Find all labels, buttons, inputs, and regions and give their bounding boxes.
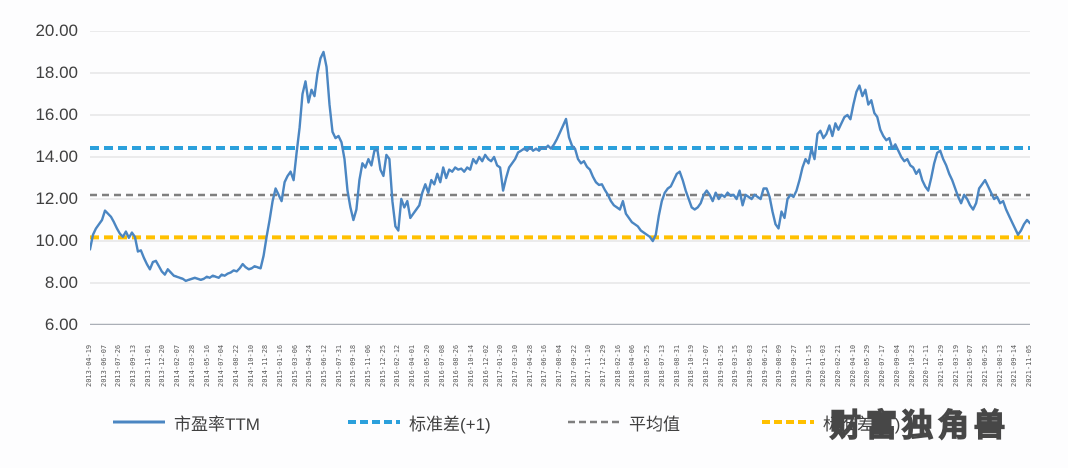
x-tick-label: 2020-01-03 [819, 344, 828, 387]
legend-item-std-minus-1: 标准差(-1) [762, 408, 900, 436]
x-tick-label: 2020-02-21 [834, 344, 843, 387]
x-tick-label: 2021-05-07 [966, 344, 975, 387]
x-tick-label: 2018-12-07 [701, 344, 710, 387]
x-tick-label: 2017-12-29 [599, 344, 608, 387]
dashed-line-swatch-icon [568, 420, 620, 424]
x-tick-label: 2020-07-17 [878, 344, 887, 387]
x-tick-label: 2015-12-25 [378, 344, 387, 387]
x-tick-label: 2015-06-12 [320, 344, 328, 387]
legend-label-std-plus-1: 标准差(+1) [409, 414, 491, 434]
x-tick-label: 2019-09-27 [790, 344, 798, 387]
x-tick-label: 2014-08-22 [231, 344, 240, 387]
x-tick-label: 2013-04-19 [85, 344, 93, 387]
y-tick-label: 18.00 [35, 63, 78, 82]
x-tick-label: 2018-10-19 [687, 344, 696, 387]
y-tick-label: 8.00 [44, 273, 78, 292]
x-tick-label: 2021-06-25 [980, 344, 989, 387]
y-tick-label: 20.00 [35, 21, 78, 40]
x-tick-label: 2015-07-31 [334, 344, 343, 387]
legend-item-mean: 平均值 [568, 408, 680, 436]
dashed-line-swatch-icon [762, 420, 814, 424]
y-tick-label: 10.00 [35, 231, 78, 250]
x-tick-label: 2018-08-31 [672, 344, 681, 387]
x-tick-label: 2019-05-03 [745, 344, 754, 387]
x-tick-label: 2016-02-12 [393, 344, 402, 387]
x-tick-label: 2014-03-28 [187, 344, 196, 387]
x-tick-label: 2020-12-11 [922, 344, 931, 387]
x-tick-label: 2015-11-06 [364, 344, 373, 387]
x-tick-label: 2019-06-21 [760, 344, 769, 387]
x-tick-label: 2016-12-02 [481, 344, 490, 387]
legend-label-pe-ttm: 市盈率TTM [174, 414, 260, 434]
x-tick-label: 2020-10-23 [907, 344, 916, 387]
x-tick-label: 2016-05-20 [422, 344, 431, 387]
x-tick-label: 2016-04-01 [408, 344, 417, 387]
x-tick-label: 2020-09-04 [892, 344, 901, 387]
x-tick-label: 2016-08-26 [452, 344, 461, 387]
x-tick-label: 2014-11-28 [261, 344, 270, 387]
x-tick-label: 2015-03-06 [290, 344, 299, 387]
x-tick-label: 2014-02-07 [173, 344, 182, 387]
x-tick-label: 2019-08-09 [775, 344, 784, 387]
x-tick-label: 2017-04-28 [525, 344, 534, 387]
legend-label-std-minus-1: 标准差(-1) [823, 414, 901, 434]
x-tick-label: 2014-10-10 [246, 344, 255, 387]
y-tick-label: 16.00 [35, 105, 78, 124]
x-tick-label: 2021-03-19 [951, 344, 960, 387]
x-tick-label: 2019-01-25 [716, 344, 725, 387]
plot-area [90, 31, 1030, 325]
x-tick-label: 2016-07-08 [437, 344, 446, 387]
y-tick-label: 12.00 [35, 189, 78, 208]
x-tick-label: 2021-09-14 [1010, 344, 1019, 387]
y-axis: 20.00 18.00 16.00 14.00 12.00 10.00 8.00 6.00 [0, 0, 82, 340]
x-tick-label: 2017-01-20 [496, 344, 505, 387]
x-tick-label: 2020-05-29 [863, 344, 872, 387]
x-tick-label: 2020-04-10 [848, 344, 857, 387]
pe-ttm-line [90, 50, 1030, 283]
x-tick-label: 2015-01-16 [275, 344, 284, 387]
x-tick-label: 2013-11-01 [143, 344, 152, 387]
x-tick-label: 2015-04-24 [305, 344, 314, 387]
dashed-line-swatch-icon [348, 420, 400, 424]
x-tick-label: 2016-10-14 [466, 344, 475, 387]
y-tick-label: 14.00 [35, 147, 78, 166]
x-tick-label: 2013-06-07 [99, 344, 108, 387]
y-tick-label: 6.00 [44, 315, 78, 334]
x-tick-label: 2019-03-15 [731, 344, 740, 387]
x-tick-label: 2015-09-18 [349, 344, 358, 387]
solid-line-swatch-icon [113, 420, 165, 424]
legend-item-pe-ttm: 市盈率TTM [113, 408, 260, 436]
x-tick-label: 2021-08-13 [995, 344, 1004, 387]
legend-label-mean: 平均值 [629, 414, 680, 434]
x-tick-label: 2013-12-20 [158, 344, 167, 387]
x-tick-label: 2021-11-05 [1025, 344, 1033, 387]
x-tick-label: 2013-07-26 [114, 344, 123, 387]
x-tick-label: 2018-02-16 [613, 344, 622, 387]
x-tick-label: 2017-11-10 [584, 344, 593, 387]
x-axis: 2013-04-19 2013-06-07 2013-07-26 2013-09-13… [0, 336, 1068, 398]
x-tick-label: 2018-05-25 [643, 344, 652, 387]
x-tick-label: 2018-07-13 [657, 344, 666, 387]
x-tick-label: 2017-08-04 [555, 344, 563, 387]
x-tick-label: 2017-06-16 [540, 344, 549, 387]
watermark: 财富独角兽 [829, 407, 1010, 443]
x-tick-label: 2017-03-10 [510, 344, 519, 387]
x-tick-label: 2019-11-15 [804, 344, 813, 387]
x-tick-label: 2018-04-06 [628, 344, 637, 387]
x-tick-label: 2014-05-16 [202, 344, 211, 387]
x-tick-label: 2013-09-13 [129, 344, 138, 387]
legend-item-std-plus-1: 标准差(+1) [348, 408, 491, 436]
x-tick-label: 2017-09-22 [569, 344, 578, 387]
legend: 市盈率TTM 标准差(+1) 平均值 标准差(-1) [0, 408, 1068, 436]
x-tick-label: 2021-01-29 [936, 344, 945, 387]
x-tick-label: 2014-07-04 [217, 344, 226, 387]
